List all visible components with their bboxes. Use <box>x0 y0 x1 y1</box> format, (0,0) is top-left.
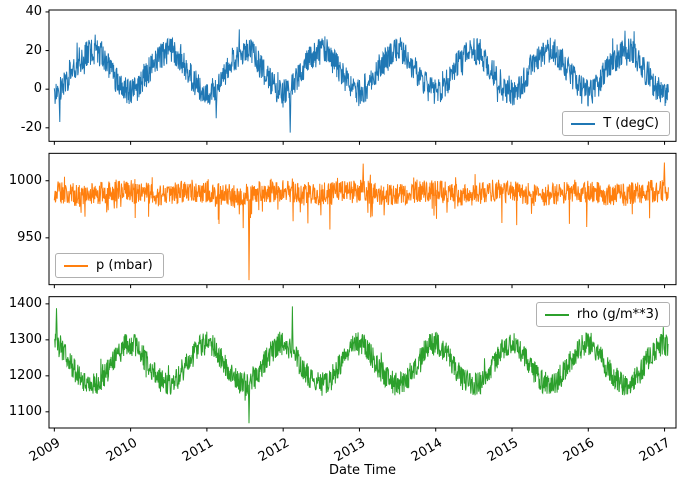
x-tick-label: 2013 <box>302 435 368 465</box>
series-line-1 <box>53 162 669 281</box>
legend-line-sample-pressure <box>64 264 88 267</box>
y-tick-label: 1100 <box>8 403 42 419</box>
x-tick-label: 2011 <box>150 435 216 465</box>
y-tick-label: 1400 <box>8 295 42 311</box>
legend-label-pressure: p (mbar) <box>96 258 153 273</box>
legend-label-density: rho (g/m**3) <box>576 307 659 322</box>
y-tick-label: -20 <box>20 119 42 135</box>
y-tick-label: 1300 <box>8 331 42 347</box>
axes-spine-1 <box>48 152 677 286</box>
legend-line-sample-density <box>544 313 569 316</box>
y-tick-label: 1000 <box>8 172 42 188</box>
x-tick-label: 2015 <box>455 435 521 465</box>
x-tick-label: 2014 <box>379 435 445 465</box>
legend-pressure: p (mbar) <box>55 253 164 278</box>
y-tick-label: 20 <box>25 42 42 58</box>
y-tick-label: 1200 <box>8 367 42 383</box>
x-tick-label: 2010 <box>74 435 139 465</box>
legend-density: rho (g/m**3) <box>535 302 670 327</box>
x-tick-label: 2012 <box>226 435 292 465</box>
y-tick-label: 950 <box>17 229 42 245</box>
legend-label-temperature: T (degC) <box>603 116 659 131</box>
x-tick-label: 2016 <box>531 435 597 465</box>
legend-temperature: T (degC) <box>562 111 670 136</box>
axes-spine-2 <box>48 296 677 429</box>
x-tick-label: 2009 <box>0 435 63 465</box>
series-line-0 <box>53 29 669 133</box>
y-tick-label: 0 <box>33 81 42 97</box>
x-tick-label: 2017 <box>608 435 673 465</box>
x-axis-title: Date Time <box>328 463 397 478</box>
axes-spine-0 <box>48 9 677 142</box>
series-line-2 <box>54 306 669 424</box>
y-tick-label: 40 <box>25 3 42 19</box>
legend-line-sample-temperature <box>571 122 596 125</box>
